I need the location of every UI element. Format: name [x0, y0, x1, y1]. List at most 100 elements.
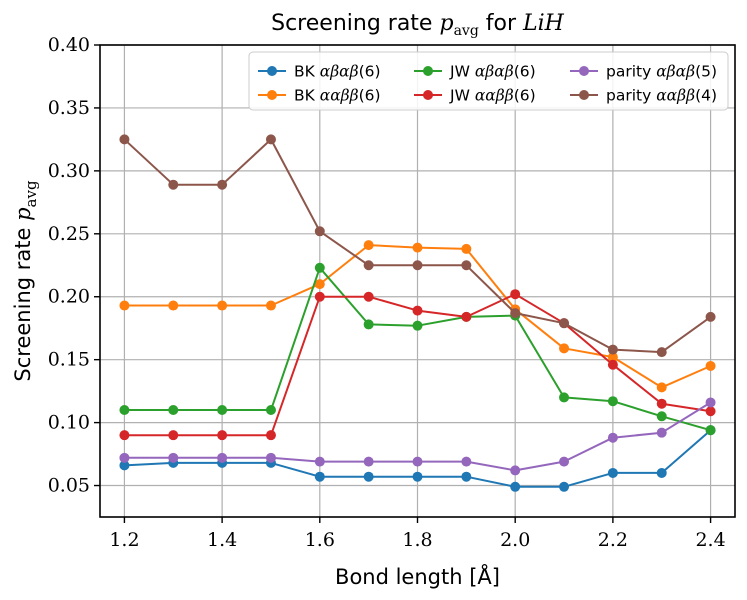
data-point — [119, 134, 130, 145]
data-point — [168, 430, 179, 441]
data-point — [705, 397, 716, 408]
legend-item: parity ααββ(4) — [570, 87, 717, 105]
x-tick-label: 2.0 — [500, 529, 530, 551]
data-point — [559, 481, 570, 492]
chart-title: Screening rate pavg for LiH — [271, 11, 565, 39]
data-point — [656, 467, 667, 478]
data-point — [217, 300, 228, 311]
y-axis-ticks: 0.05 0.10 0.15 0.20 0.25 0.30 0.35 0.40 — [48, 34, 100, 497]
series-5 — [119, 134, 716, 358]
data-point — [412, 305, 423, 316]
legend-label: JW ααββ(6) — [449, 87, 536, 105]
data-point — [119, 430, 130, 441]
legend-marker — [579, 66, 589, 76]
y-tick-label: 0.35 — [48, 97, 90, 119]
data-point — [314, 456, 325, 467]
y-tick-label: 0.15 — [48, 349, 90, 371]
data-point — [363, 291, 374, 302]
y-tick-label: 0.30 — [48, 160, 90, 182]
legend-marker — [423, 90, 433, 100]
legend: BK αβαβ(6) BK ααββ(6) JW αβαβ(6) JW ααββ(6)… — [248, 51, 729, 111]
y-tick-label: 0.10 — [48, 412, 90, 434]
data-point — [119, 460, 130, 471]
data-point — [168, 452, 179, 463]
data-point — [168, 300, 179, 311]
data-point — [559, 343, 570, 354]
data-point — [461, 311, 472, 322]
data-point — [705, 360, 716, 371]
legend-marker — [579, 90, 589, 100]
data-point — [559, 392, 570, 403]
data-point — [412, 320, 423, 331]
y-tick-label: 0.20 — [48, 286, 90, 308]
data-point — [656, 398, 667, 409]
data-point — [119, 452, 130, 463]
data-point — [559, 456, 570, 467]
data-point — [314, 291, 325, 302]
x-axis-label: Bond length [Å] — [335, 563, 500, 589]
data-point — [656, 382, 667, 393]
data-point — [705, 406, 716, 417]
x-tick-label: 1.4 — [207, 529, 237, 551]
data-point — [363, 471, 374, 482]
data-point — [314, 262, 325, 273]
data-point — [412, 260, 423, 271]
data-point — [412, 456, 423, 467]
data-point — [510, 289, 521, 300]
x-tick-label: 1.6 — [305, 529, 335, 551]
data-point — [510, 465, 521, 476]
grid — [100, 44, 735, 517]
data-point — [461, 456, 472, 467]
data-point — [217, 452, 228, 463]
data-point — [168, 405, 179, 416]
data-point — [656, 347, 667, 358]
data-point — [607, 352, 618, 363]
legend-marker — [267, 90, 277, 100]
data-point — [363, 319, 374, 330]
legend-marker — [267, 66, 277, 76]
x-tick-label: 2.2 — [598, 529, 628, 551]
data-point — [461, 243, 472, 254]
x-tick-label: 1.2 — [109, 529, 139, 551]
legend-label: BK ααββ(6) — [294, 87, 381, 105]
data-point — [314, 226, 325, 237]
data-point — [705, 425, 716, 436]
y-axis-label: Screening rate pavg — [11, 180, 40, 382]
data-point — [510, 481, 521, 492]
data-point — [607, 359, 618, 370]
data-point — [461, 260, 472, 271]
legend-label: JW αβαβ(6) — [449, 63, 536, 81]
data-point — [265, 452, 276, 463]
data-point — [510, 308, 521, 319]
data-point — [656, 427, 667, 438]
data-point — [265, 405, 276, 416]
data-point — [119, 405, 130, 416]
data-point — [265, 300, 276, 311]
data-point — [607, 344, 618, 355]
data-point — [363, 260, 374, 271]
series-3 — [119, 289, 716, 441]
y-tick-label: 0.05 — [48, 475, 90, 497]
legend-label: BK αβαβ(6) — [294, 63, 381, 81]
data-point — [656, 411, 667, 422]
data-point — [265, 134, 276, 145]
x-axis-ticks: 1.2 1.4 1.6 1.8 2.0 2.2 2.4 — [109, 517, 726, 551]
series-group — [119, 134, 716, 492]
data-point — [559, 318, 570, 329]
data-point — [217, 179, 228, 190]
x-tick-label: 1.8 — [402, 529, 432, 551]
data-point — [607, 432, 618, 443]
legend-label: parity αβαβ(5) — [606, 63, 717, 81]
legend-item: parity αβαβ(5) — [570, 63, 717, 81]
data-point — [412, 242, 423, 253]
data-point — [363, 456, 374, 467]
data-point — [607, 396, 618, 407]
data-point — [168, 179, 179, 190]
data-point — [461, 471, 472, 482]
legend-item: JW ααββ(6) — [414, 87, 536, 105]
data-point — [314, 279, 325, 290]
x-tick-label: 2.4 — [695, 529, 725, 551]
data-point — [363, 240, 374, 251]
data-point — [119, 300, 130, 311]
